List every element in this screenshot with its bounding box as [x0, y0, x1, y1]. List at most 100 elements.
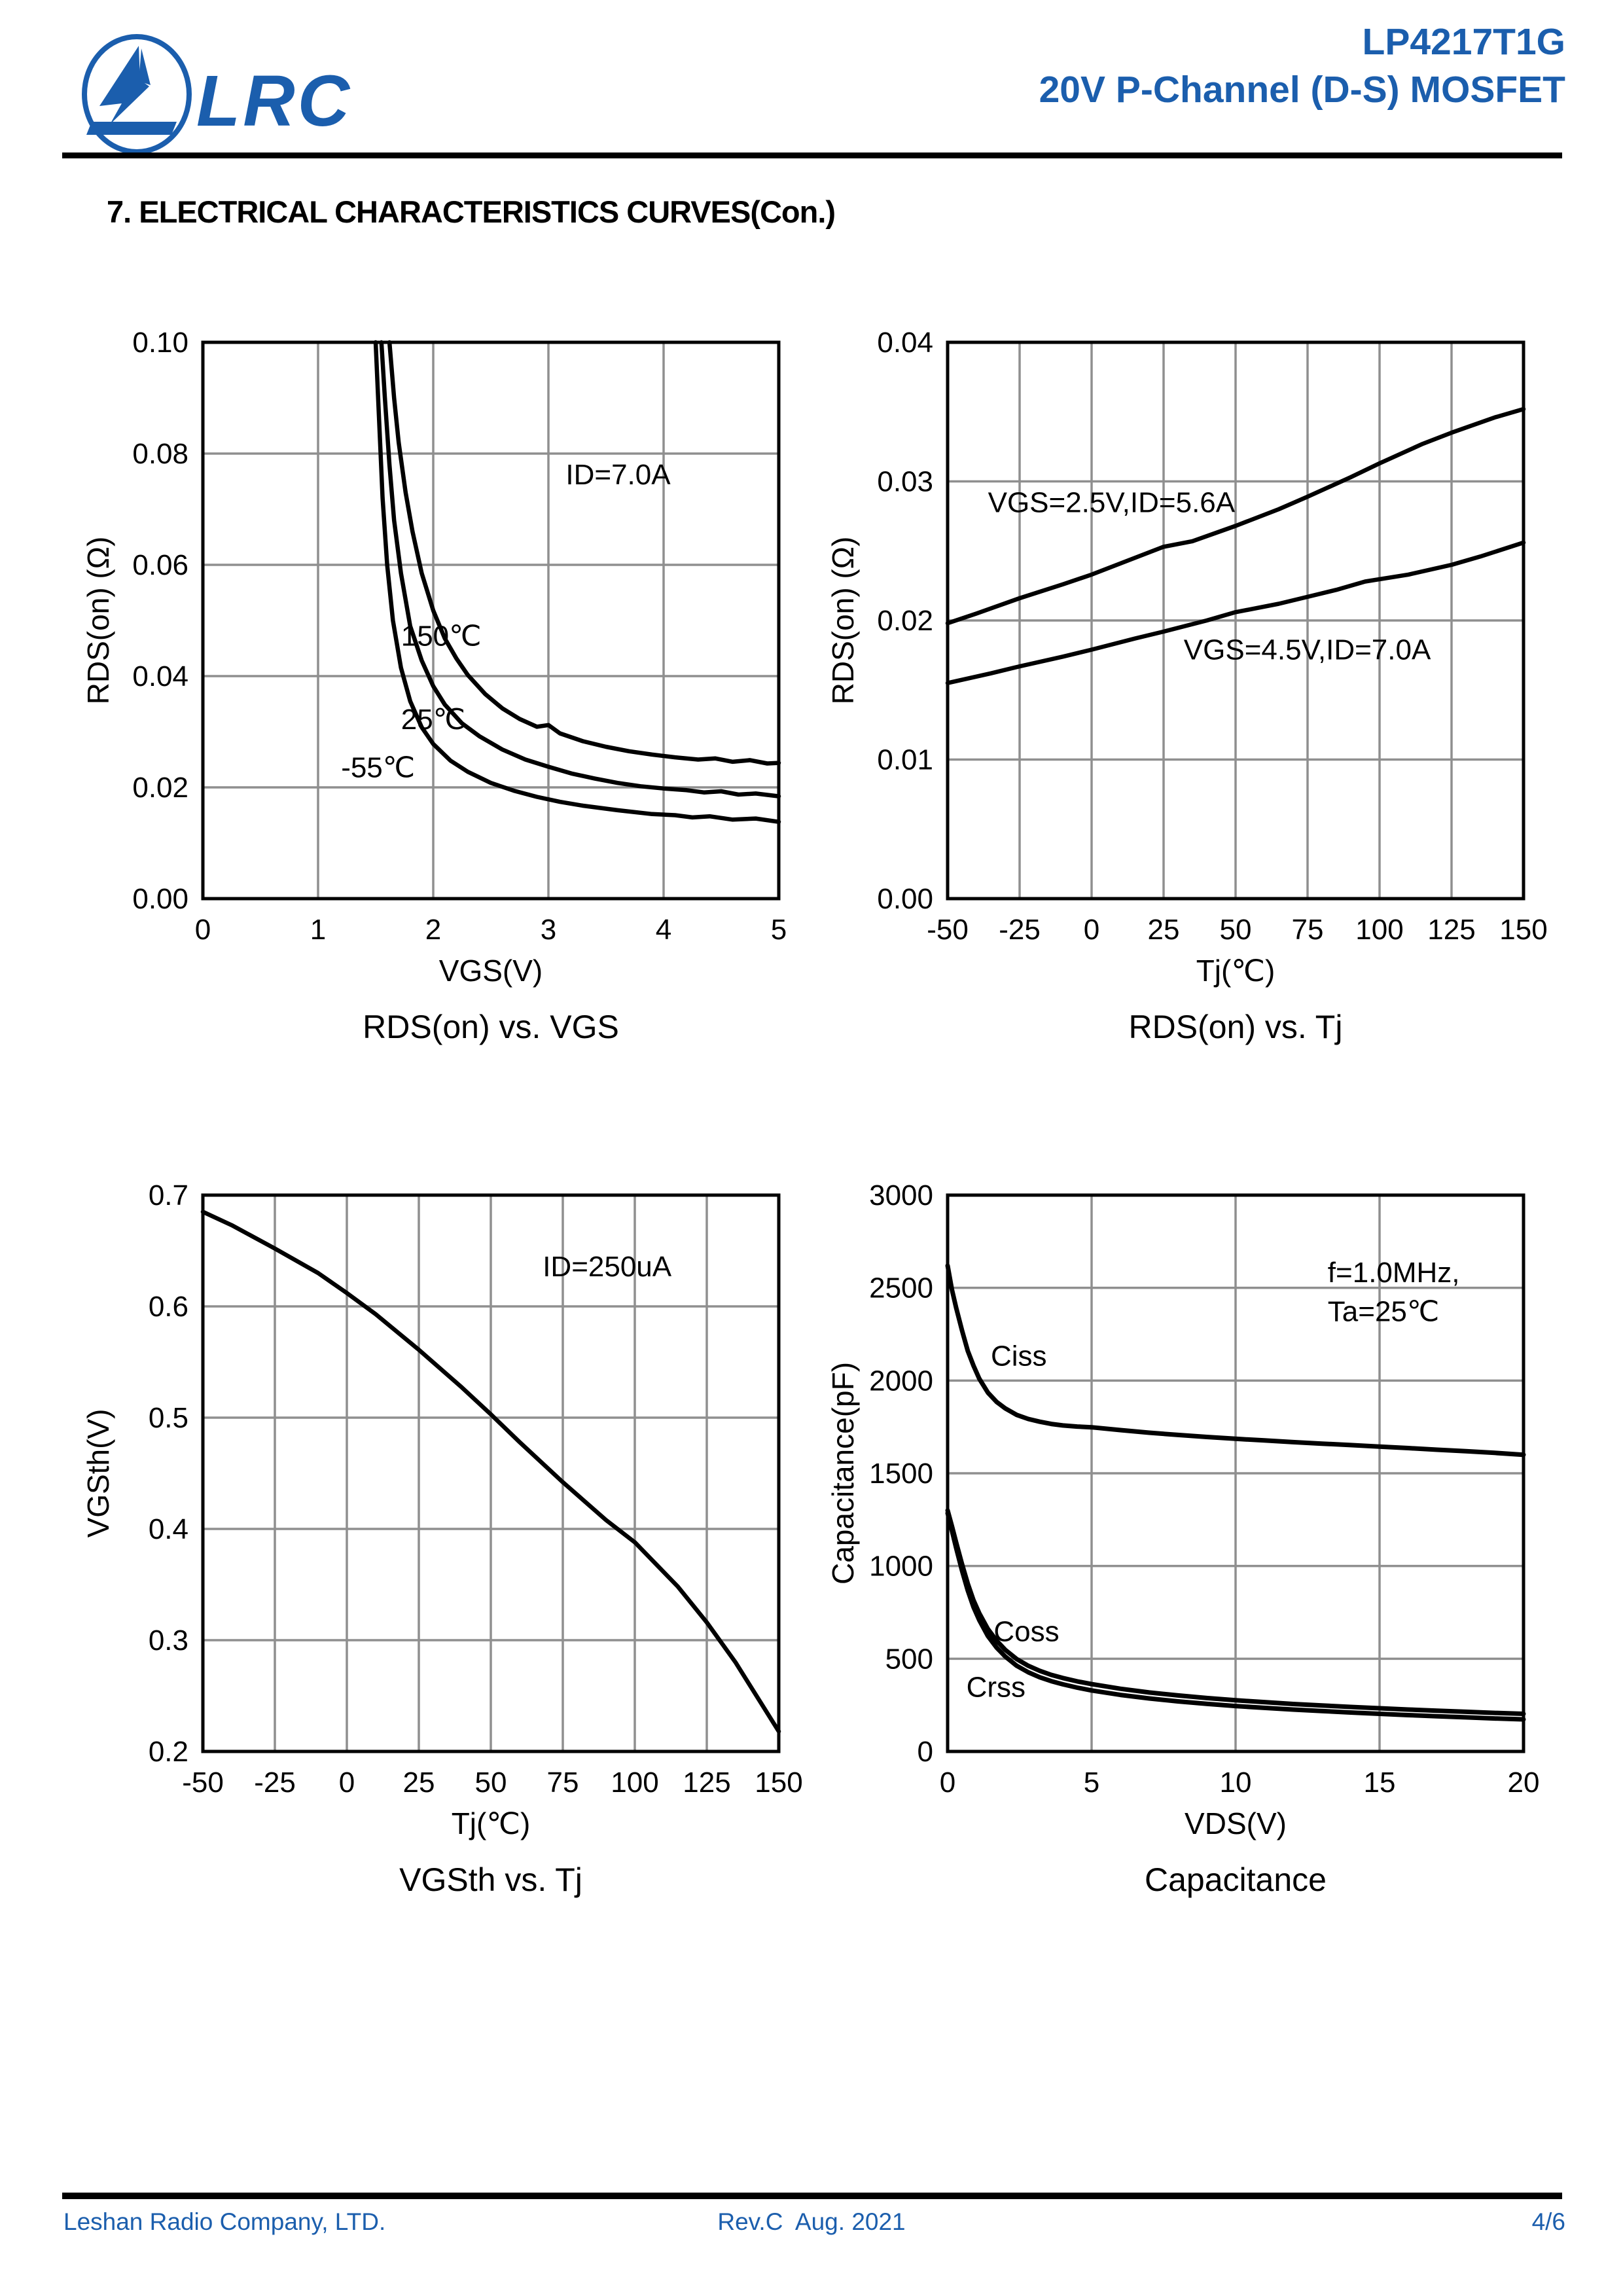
x-tick-label: 5	[771, 914, 787, 946]
footer-revision: Rev.C Aug. 2021	[717, 2208, 906, 2235]
y-tick-label: 1500	[869, 1458, 933, 1490]
x-tick-label: 5	[1084, 1767, 1099, 1799]
x-axis-label: VGS(V)	[439, 954, 543, 988]
header-divider	[62, 152, 1562, 158]
x-tick-label: 0	[339, 1767, 355, 1799]
y-axis-label: RDS(on) (Ω)	[81, 537, 115, 705]
curve-annotation: ID=7.0A	[565, 459, 671, 491]
x-tick-label: 125	[1427, 914, 1475, 946]
y-tick-label: 2000	[869, 1365, 933, 1397]
x-tick-label: 150	[1499, 914, 1547, 946]
x-tick-label: 10	[1220, 1767, 1252, 1799]
footer-divider	[62, 2193, 1562, 2199]
lrc-logo-text: LRC	[196, 61, 352, 141]
x-axis-label: Tj(℃)	[452, 1806, 531, 1840]
y-tick-label: 0.08	[132, 438, 188, 470]
section-title: 7. ELECTRICAL CHARACTERISTICS CURVES(Con…	[107, 194, 836, 229]
y-axis-label: VGSth(V)	[81, 1409, 115, 1538]
x-tick-label: 75	[547, 1767, 579, 1799]
x-tick-label: 75	[1292, 914, 1324, 946]
product-subtitle: 20V P-Channel (D-S) MOSFET	[1039, 69, 1565, 111]
y-tick-label: 0.7	[149, 1179, 188, 1211]
x-axis-label: Tj(℃)	[1196, 954, 1275, 988]
plot-frame	[201, 1193, 781, 1753]
y-tick-label: 0.3	[149, 1624, 188, 1657]
x-tick-label: 0	[1084, 914, 1099, 946]
footer-page-number: 4/6	[1531, 2208, 1565, 2235]
y-tick-label: 3000	[869, 1179, 933, 1211]
x-tick-label: 50	[475, 1767, 507, 1799]
series-VGS=4.5V,ID=7.0A	[945, 540, 1526, 685]
x-tick-label: 20	[1508, 1767, 1540, 1799]
y-tick-label: 0.06	[132, 549, 188, 581]
y-tick-label: 0.4	[149, 1513, 188, 1545]
x-tick-label: 15	[1364, 1767, 1396, 1799]
x-tick-label: 100	[611, 1767, 658, 1799]
curve-annotation: 150℃	[401, 620, 482, 652]
x-tick-label: 125	[683, 1767, 730, 1799]
curve-annotation: VGS=2.5V,ID=5.6A	[988, 486, 1236, 518]
series-150C	[387, 340, 781, 766]
chart-figure-capacitance: 0 500 1000 1500 2000 2500 3000 0 5 10 15 20 VDS(V) Ca…	[797, 1166, 1550, 1899]
x-tick-label: 50	[1220, 914, 1252, 946]
y-tick-label: 0.03	[877, 466, 933, 498]
curve-annotation: Crss	[967, 1671, 1026, 1703]
chart-figure-rdson-vs-vgs: 0.00 0.02 0.04 0.06 0.08 0.10 0 1 2 3 4 5 VGS(V) RDS(…	[52, 313, 805, 1046]
x-tick-label: 4	[656, 914, 671, 946]
x-tick-label: 3	[541, 914, 556, 946]
chart-caption-vgsth-vs-tj: VGSth vs. Tj	[399, 1861, 582, 1898]
x-tick-label: -50	[182, 1767, 224, 1799]
x-tick-label: 1	[310, 914, 326, 946]
header-title-block: LP4217T1G 20V P-Channel (D-S) MOSFET	[1039, 18, 1565, 114]
series-Coss	[945, 1508, 1526, 1716]
plot-frame	[201, 340, 781, 901]
x-tick-label: 100	[1355, 914, 1403, 946]
curve-annotation: VGS=4.5V,ID=7.0A	[1184, 634, 1431, 666]
y-tick-label: 0.04	[132, 660, 188, 692]
x-tick-label: -50	[927, 914, 969, 946]
chart-caption-rdson-vs-tj: RDS(on) vs. Tj	[1128, 1009, 1343, 1045]
lrc-logo-mark	[82, 34, 192, 154]
curve-annotation: 25℃	[401, 704, 465, 736]
plot-frame	[946, 1193, 1525, 1753]
y-tick-label: 0.00	[132, 883, 188, 915]
series-25C	[379, 340, 781, 798]
footer-company: Leshan Radio Company, LTD.	[63, 2208, 386, 2235]
series-Crss	[945, 1511, 1526, 1722]
x-tick-label: 150	[755, 1767, 802, 1799]
chart-rdson-vs-vgs: 0.00 0.02 0.04 0.06 0.08 0.10 0 1 2 3 4 5 VGS(V) RDS(…	[81, 327, 787, 988]
y-tick-label: 0.10	[132, 327, 188, 359]
chart-caption-capacitance: Capacitance	[1145, 1861, 1327, 1898]
chart-figure-rdson-vs-tj: 0.00 0.01 0.02 0.03 0.04 -50 -25 0 25 50 75 100 125 1…	[797, 313, 1550, 1046]
y-tick-label: 0.5	[149, 1402, 188, 1434]
y-tick-label: 0.6	[149, 1291, 188, 1323]
curve-annotation: ID=250uA	[543, 1251, 672, 1283]
y-tick-label: 0.00	[877, 883, 933, 915]
curve-annotation: f=1.0MHz,	[1328, 1257, 1460, 1289]
x-tick-label: 2	[425, 914, 441, 946]
y-tick-label: 0.02	[132, 772, 188, 804]
series--55C	[373, 340, 781, 824]
chart-vgsth-vs-tj: 0.2 0.3 0.4 0.5 0.6 0.7 -50 -25 0 25 50 75 100 125 150…	[81, 1179, 803, 1840]
lrc-logo: LRC	[82, 34, 352, 154]
y-tick-label: 0.02	[877, 605, 933, 637]
x-tick-label: -25	[254, 1767, 296, 1799]
x-tick-label: 0	[940, 1767, 955, 1799]
chart-figure-vgsth-vs-tj: 0.2 0.3 0.4 0.5 0.6 0.7 -50 -25 0 25 50 75 100 125 150…	[52, 1166, 805, 1899]
series-VGSth	[200, 1210, 781, 1734]
curve-annotation: Coss	[993, 1615, 1059, 1647]
x-tick-label: -25	[999, 914, 1041, 946]
chart-rdson-vs-tj: 0.00 0.01 0.02 0.03 0.04 -50 -25 0 25 50 75 100 125 1…	[826, 327, 1548, 988]
y-axis-label: RDS(on) (Ω)	[826, 537, 860, 705]
y-tick-label: 0.01	[877, 744, 933, 776]
y-tick-label: 0.2	[149, 1736, 188, 1768]
series-Ciss	[945, 1263, 1526, 1458]
x-tick-label: 25	[1148, 914, 1180, 946]
y-tick-label: 0	[918, 1736, 933, 1768]
curve-annotation: Ciss	[991, 1340, 1047, 1372]
curve-annotation: Ta=25℃	[1328, 1296, 1440, 1328]
x-tick-label: 25	[403, 1767, 435, 1799]
chart-caption-rdson-vs-vgs: RDS(on) vs. VGS	[363, 1009, 619, 1045]
x-axis-label: VDS(V)	[1185, 1806, 1287, 1840]
y-axis-label: Capacitance(pF)	[826, 1362, 860, 1585]
